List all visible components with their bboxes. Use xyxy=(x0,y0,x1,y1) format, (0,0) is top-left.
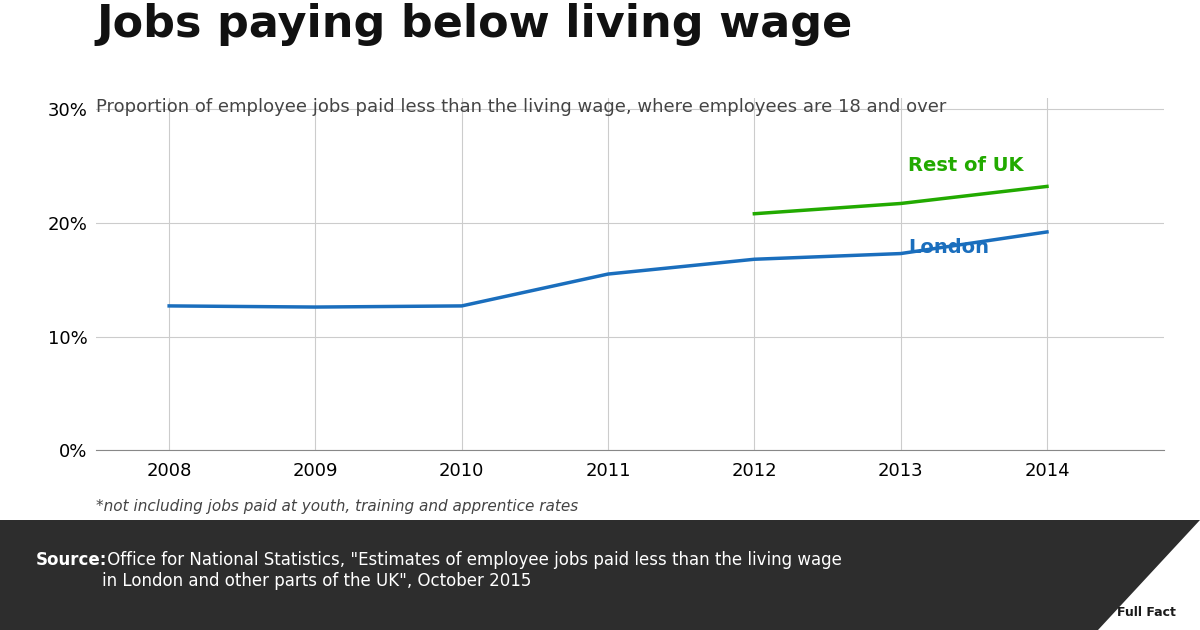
Text: Jobs paying below living wage: Jobs paying below living wage xyxy=(96,3,852,46)
Text: Source:: Source: xyxy=(36,551,107,569)
Text: Office for National Statistics, "Estimates of employee jobs paid less than the l: Office for National Statistics, "Estimat… xyxy=(102,551,842,590)
Text: London: London xyxy=(908,238,989,258)
Text: Rest of UK: Rest of UK xyxy=(908,156,1024,175)
Text: Proportion of employee jobs paid less than the living wage, where employees are : Proportion of employee jobs paid less th… xyxy=(96,98,947,116)
Text: *not including jobs paid at youth, training and apprentice rates: *not including jobs paid at youth, train… xyxy=(96,499,578,513)
Text: Full Fact: Full Fact xyxy=(1116,605,1176,619)
